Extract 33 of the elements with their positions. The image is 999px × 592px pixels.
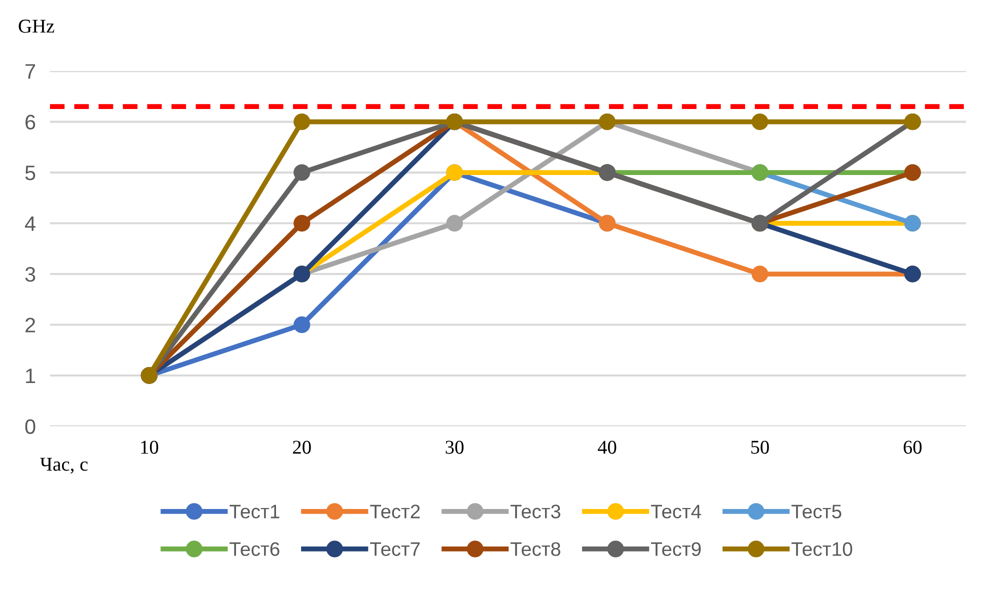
y-tick-label: 3 xyxy=(25,267,36,282)
x-tick-label: 40 xyxy=(598,440,616,454)
y-tick-label: 1 xyxy=(26,368,36,384)
x-axis-title: Час, с xyxy=(40,458,88,474)
point xyxy=(294,113,310,130)
point xyxy=(294,214,310,232)
x-tick-label: 20 xyxy=(293,440,311,454)
point xyxy=(294,164,310,181)
point xyxy=(294,316,310,334)
y-tick-label: 7 xyxy=(26,64,36,79)
legend-label: Тест7 xyxy=(370,542,420,556)
legend-label: Тест10 xyxy=(792,542,852,556)
x-tick-label: 10 xyxy=(141,440,158,454)
legend-label: Тест6 xyxy=(230,542,280,556)
y-axis-title: GHz xyxy=(18,20,54,33)
point xyxy=(752,113,768,130)
x-tick-label: 60 xyxy=(904,440,922,454)
y-tick-label: 4 xyxy=(24,216,36,231)
legend-label: Тест2 xyxy=(370,504,420,518)
x-tick-label: 30 xyxy=(446,440,464,454)
legend-label: Тест4 xyxy=(651,504,702,518)
legend-label: Тест5 xyxy=(792,504,842,518)
legend-label: Тест9 xyxy=(651,542,701,556)
y-tick-label: 6 xyxy=(26,114,36,130)
point xyxy=(752,266,768,282)
point xyxy=(446,214,463,232)
legend-label: Тест8 xyxy=(510,542,560,556)
y-tick-label: 2 xyxy=(26,318,36,332)
legend-label: Тест1 xyxy=(230,504,280,518)
y-tick-label: 0 xyxy=(25,419,36,434)
y-tick-label: 5 xyxy=(25,166,36,180)
legend-label: Тест3 xyxy=(510,504,560,518)
x-tick-label: 50 xyxy=(751,440,769,454)
